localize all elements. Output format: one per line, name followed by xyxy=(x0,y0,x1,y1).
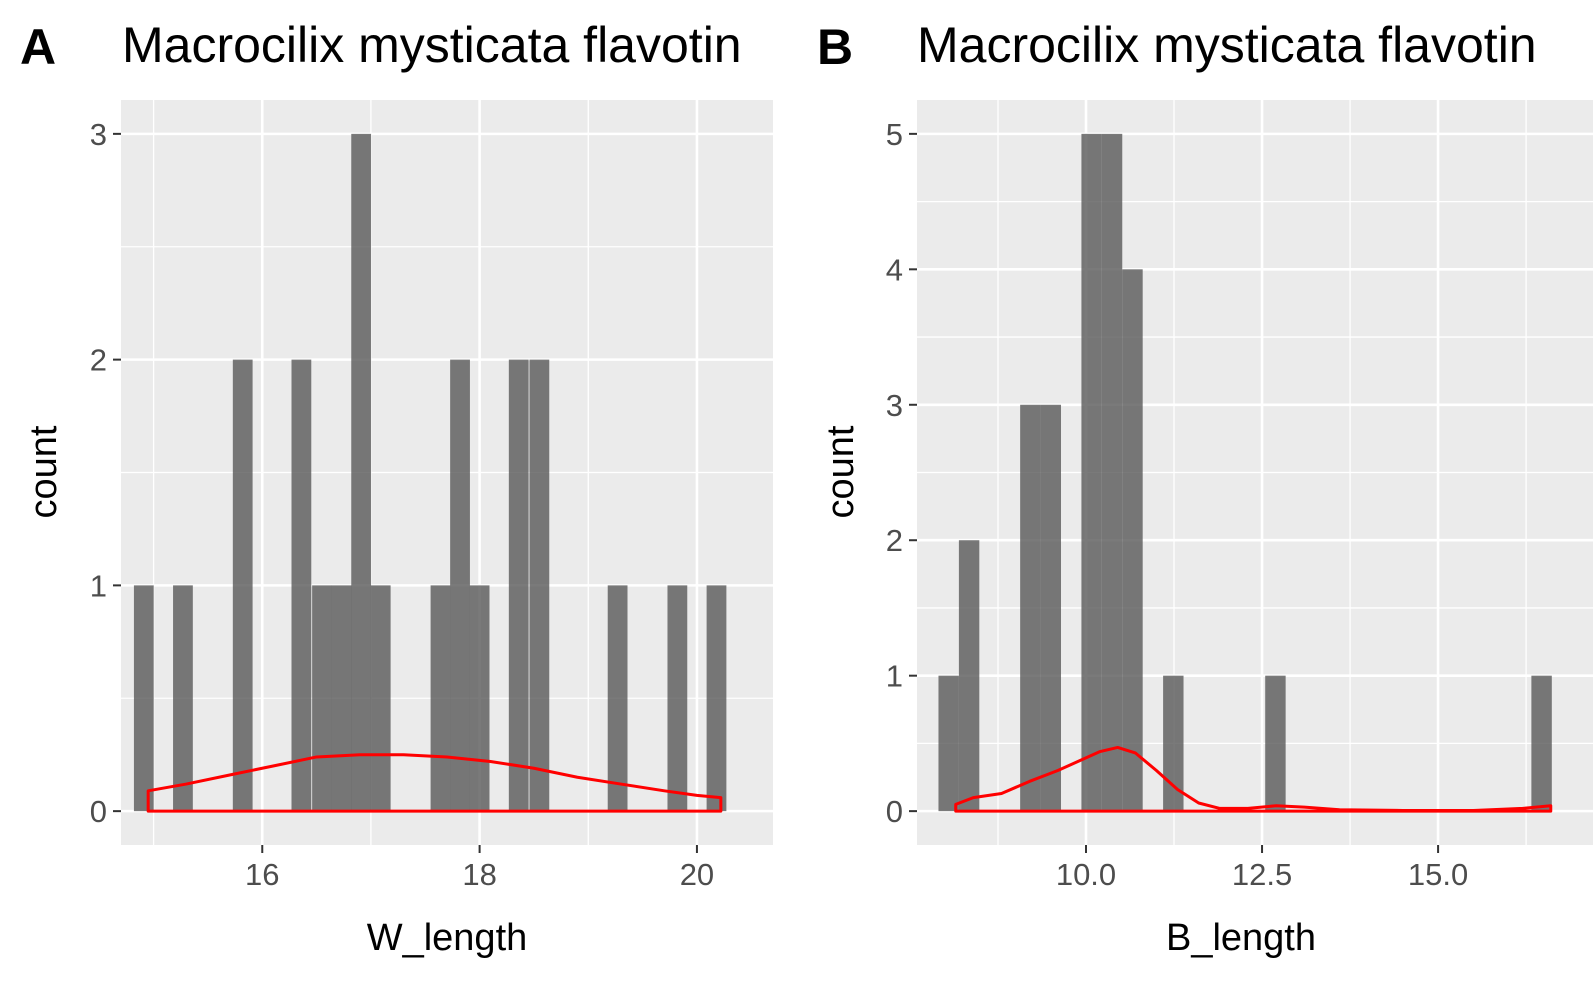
histogram-bar xyxy=(1101,133,1123,812)
histogram-bar xyxy=(529,359,550,812)
panel-b-x-ticks: 10.0 12.5 15.0 xyxy=(1056,845,1468,892)
panel-a-y-axis-label: count xyxy=(23,425,65,518)
histogram-bar xyxy=(938,675,959,812)
panel-a-y-ticks: 0 1 2 3 xyxy=(90,117,121,829)
panel-b: B Macrocilix mysticata flavotin 0 1 2 3 4 5 1… xyxy=(817,17,1593,959)
histogram-bar xyxy=(1040,404,1062,812)
histogram-bar xyxy=(1163,675,1184,812)
histogram-bar xyxy=(351,133,372,812)
panel-b-bars xyxy=(938,133,1552,812)
x-tick-label: 18 xyxy=(462,857,496,892)
histogram-bar xyxy=(958,540,980,812)
panel-b-density xyxy=(954,745,1553,813)
y-tick-label: 2 xyxy=(90,343,107,378)
x-tick-label: 15.0 xyxy=(1408,857,1468,892)
histogram-bar xyxy=(312,585,332,812)
y-tick-label: 3 xyxy=(90,117,107,152)
density-curve xyxy=(954,745,1553,813)
histogram-bar xyxy=(1020,404,1041,812)
x-tick-label: 16 xyxy=(245,857,279,892)
y-tick-label: 0 xyxy=(90,794,107,829)
panel-a-tag: A xyxy=(20,19,56,75)
panel-a-x-axis-label: W_length xyxy=(367,917,528,959)
histogram-bar xyxy=(291,359,312,812)
panel-b-title: Macrocilix mysticata flavotin xyxy=(917,17,1537,73)
panel-a-x-ticks: 16 18 20 xyxy=(245,845,714,892)
panel-b-y-axis-label: count xyxy=(820,425,862,518)
y-tick-label: 0 xyxy=(886,794,903,829)
panel-a-density xyxy=(146,753,723,813)
density-curve xyxy=(146,753,723,813)
y-tick-label: 1 xyxy=(886,659,903,694)
x-tick-label: 20 xyxy=(680,857,714,892)
y-tick-label: 3 xyxy=(886,388,903,423)
histogram-bar xyxy=(430,585,451,812)
histogram-bar xyxy=(1081,133,1102,812)
y-tick-label: 4 xyxy=(886,252,903,287)
histogram-bar xyxy=(508,359,529,812)
histogram-bar xyxy=(607,585,628,812)
histogram-bar xyxy=(706,585,727,812)
panel-b-y-ticks: 0 1 2 3 4 5 xyxy=(886,117,917,829)
y-tick-label: 1 xyxy=(90,568,107,603)
histogram-bar xyxy=(1531,675,1552,812)
y-tick-label: 5 xyxy=(886,117,903,152)
histogram-bar xyxy=(133,585,154,812)
y-tick-label: 2 xyxy=(886,523,903,558)
x-tick-label: 12.5 xyxy=(1232,857,1292,892)
histogram-bar xyxy=(1122,269,1143,812)
histogram-bar xyxy=(232,359,253,812)
histogram-bar xyxy=(370,585,391,812)
histogram-bar xyxy=(469,585,490,812)
panel-b-tag: B xyxy=(817,19,853,75)
panel-b-x-axis-label: B_length xyxy=(1166,917,1316,959)
x-tick-label: 10.0 xyxy=(1056,857,1116,892)
panel-a-title: Macrocilix mysticata flavotin xyxy=(122,17,742,73)
histogram-bar xyxy=(667,585,688,812)
histogram-bar xyxy=(331,585,352,812)
histogram-bar xyxy=(173,585,193,812)
histogram-bar xyxy=(450,359,470,812)
histogram-bar xyxy=(1265,675,1286,812)
